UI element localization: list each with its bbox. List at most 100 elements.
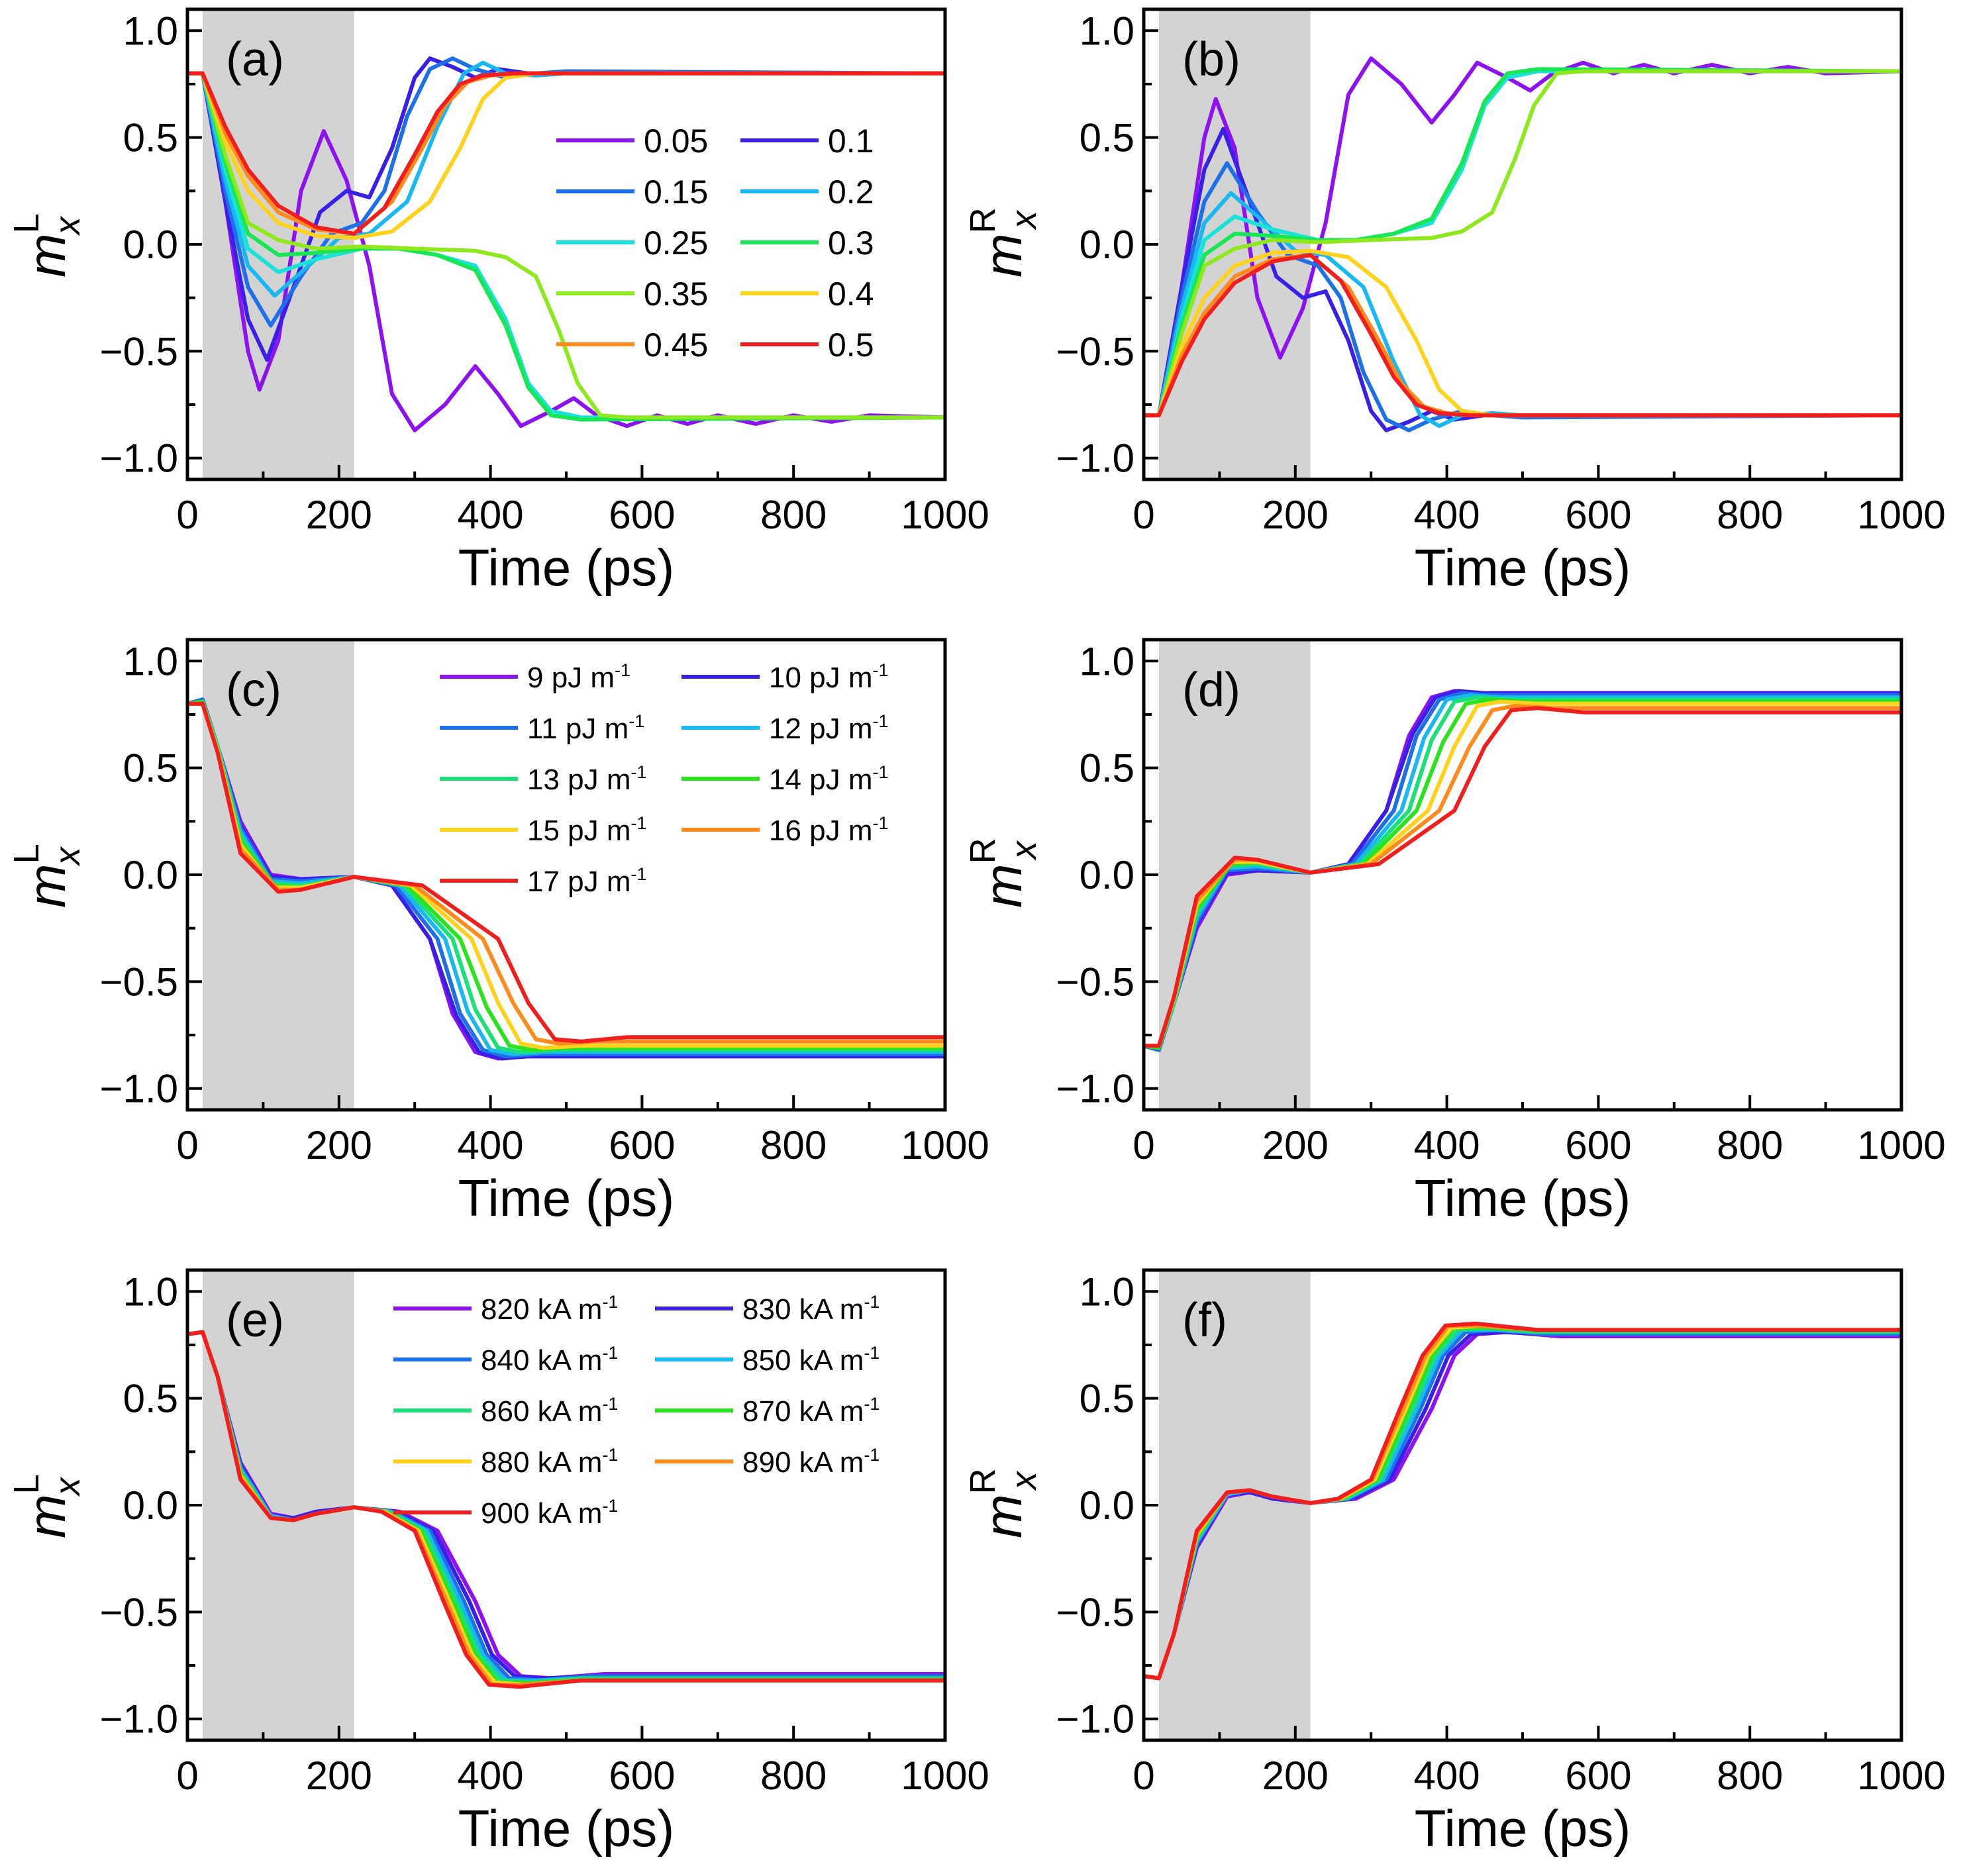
y-tick-label: −1.0 [100, 1697, 178, 1742]
legend-label: 0.05 [644, 123, 708, 160]
panel-b: 0 200 400 600 800 1000 Time (ps) 1.0 0.5 0.0 −0.5 −… [963, 7, 1946, 597]
legend-superscript: -1 [873, 711, 889, 731]
x-tick-label: 800 [760, 493, 827, 537]
legend-label: 11 pJ m-1 [527, 711, 644, 745]
series-line [1144, 69, 1901, 418]
legend-superscript: -1 [873, 660, 889, 680]
legend-item: 13 pJ m-1 [440, 762, 647, 796]
y-tick-label: 0.0 [123, 853, 178, 897]
x-tick-label: 0 [1133, 1123, 1154, 1167]
y-tick-label: −0.5 [100, 329, 178, 373]
x-tick-label: 800 [1717, 1753, 1783, 1798]
x-tick-label: 0 [1133, 1753, 1154, 1798]
panel-label: (c) [226, 664, 281, 716]
legend-text: 10 pJ m [769, 662, 873, 694]
legend-item: 890 kA m-1 [655, 1445, 880, 1479]
legend-label: 890 kA m-1 [742, 1445, 880, 1479]
x-tick-label: 1000 [901, 493, 989, 537]
y-tick-label: 1.0 [123, 9, 178, 53]
legend-superscript: -1 [873, 813, 889, 833]
y-label-base: m [17, 233, 76, 277]
x-tick-label: 400 [1414, 1123, 1480, 1167]
y-label-base: m [974, 1494, 1033, 1538]
y-axis-label: mRx [963, 1468, 1044, 1538]
x-tick-label: 400 [1414, 1753, 1480, 1798]
legend-item: 9 pJ m-1 [440, 660, 630, 694]
legend-superscript: -1 [602, 1445, 618, 1465]
legend-item: 10 pJ m-1 [681, 660, 889, 694]
x-tick-label: 400 [458, 1123, 524, 1167]
legend-superscript: -1 [615, 660, 630, 680]
panel-d: 0 200 400 600 800 1000 Time (ps) 1.0 0.5 0.0 −0.5 −… [963, 638, 1946, 1227]
legend-superscript: -1 [602, 1292, 618, 1312]
x-tick-label: 1000 [901, 1123, 989, 1167]
legend-superscript: -1 [602, 1394, 618, 1414]
y-label-sub: x [48, 215, 87, 236]
legend-item: 900 kA m-1 [393, 1496, 618, 1530]
y-label-sup: R [963, 838, 1003, 864]
legend-superscript: -1 [873, 762, 889, 782]
legend-label: 0.45 [644, 326, 708, 364]
x-tick-label: 400 [458, 1753, 524, 1798]
x-tick-label: 0 [176, 493, 198, 537]
y-label-sub: x [1004, 1470, 1044, 1491]
series-line [1144, 126, 1901, 432]
y-axis-label: mLx [7, 1474, 87, 1538]
legend-item: 0.3 [740, 224, 874, 262]
y-tick-label: 0.0 [1080, 222, 1134, 267]
legend-label: 820 kA m-1 [481, 1292, 618, 1326]
y-tick-label: 0.5 [123, 1377, 178, 1421]
x-axis-label: Time (ps) [1415, 538, 1631, 597]
y-label-base: m [17, 1494, 76, 1538]
legend-label: 14 pJ m-1 [769, 762, 889, 796]
legend-item: 0.25 [556, 224, 708, 262]
legend: 9 pJ m-1 10 pJ m-111 pJ m-1 12 pJ m-113 pJ… [440, 660, 889, 898]
y-tick-label: −0.5 [100, 1590, 178, 1634]
legend-text: 0.2 [828, 173, 874, 211]
y-label-sup: L [7, 844, 46, 864]
series-line [187, 56, 945, 362]
panel-label: (d) [1182, 664, 1240, 716]
legend-text: 850 kA m [742, 1344, 864, 1377]
series-line [1144, 1321, 1901, 1681]
shaded-region [1158, 1270, 1311, 1740]
legend-text: 900 kA m [481, 1497, 602, 1530]
legend-text: 830 kA m [742, 1293, 864, 1326]
x-tick-label: 0 [176, 1123, 198, 1167]
series-group [1144, 1321, 1901, 1681]
y-tick-label: −0.5 [1056, 329, 1134, 373]
x-tick-label: 1000 [1857, 1753, 1945, 1798]
x-tick-label: 600 [609, 493, 675, 537]
legend-superscript: -1 [864, 1292, 880, 1312]
legend-superscript: -1 [864, 1343, 880, 1363]
legend-item: 11 pJ m-1 [440, 711, 644, 745]
legend-text: 15 pJ m [527, 815, 631, 847]
x-tick-label: 1000 [901, 1753, 989, 1798]
legend-item: 0.15 [556, 173, 708, 211]
y-tick-label: 0.5 [1080, 116, 1134, 160]
legend-item: 0.1 [740, 123, 874, 160]
legend-text: 0.4 [828, 275, 874, 313]
y-tick-label: 0.0 [1080, 853, 1134, 897]
y-label-base: m [974, 233, 1033, 277]
y-label-sup: R [963, 207, 1003, 233]
x-tick-label: 0 [1133, 493, 1154, 537]
legend-item: 870 kA m-1 [655, 1394, 880, 1428]
legend-text: 0.05 [644, 123, 708, 160]
y-label-sub: x [48, 846, 87, 867]
legend-superscript: -1 [631, 813, 647, 833]
panel-label: (e) [226, 1294, 284, 1347]
legend-label: 10 pJ m-1 [769, 660, 889, 694]
x-tick-label: 200 [1262, 493, 1329, 537]
legend-label: 870 kA m-1 [742, 1394, 880, 1428]
x-tick-label: 600 [609, 1753, 675, 1798]
legend-label: 13 pJ m-1 [527, 762, 647, 796]
series-group [187, 697, 945, 1061]
y-tick-label: −0.5 [1056, 1590, 1134, 1634]
legend-label: 0.2 [828, 173, 874, 211]
legend-item: 14 pJ m-1 [681, 762, 889, 796]
x-tick-label: 800 [760, 1123, 827, 1167]
y-tick-label: 1.0 [123, 1269, 178, 1314]
legend: 0.05 0.1 0.15 0.2 0.25 0.3 0.35 0.4 0.45 0.5 [556, 123, 874, 364]
